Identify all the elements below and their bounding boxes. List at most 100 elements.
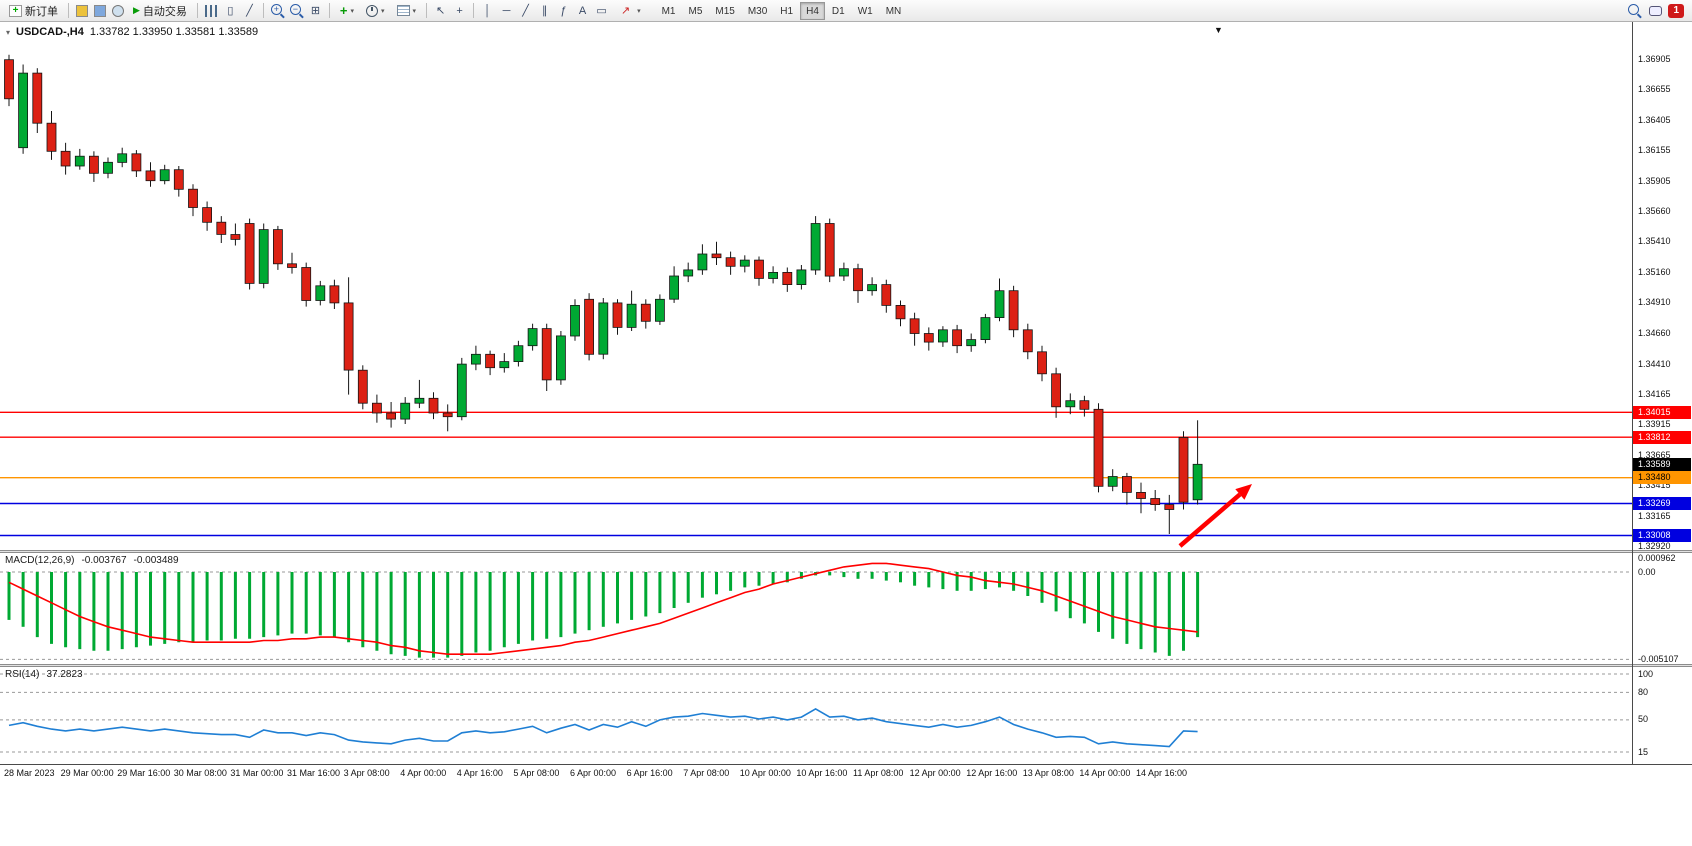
price-axis-label: 1.32920 <box>1638 540 1671 551</box>
time-axis-label: 14 Apr 16:00 <box>1136 768 1188 778</box>
time-axis-label: 5 Apr 08:00 <box>513 768 560 778</box>
macd-name: MACD(12,26,9) <box>5 555 75 566</box>
rsi-axis-label: 50 <box>1638 714 1649 725</box>
candle <box>541 328 552 381</box>
rsi-panel[interactable] <box>0 667 1632 764</box>
candle <box>909 318 920 334</box>
candle <box>598 302 609 355</box>
label-tool-icon[interactable]: ▭ <box>596 5 607 17</box>
line-chart-icon[interactable]: ╱ <box>246 5 253 17</box>
time-axis-label: 3 Apr 08:00 <box>343 768 390 778</box>
candle <box>386 412 397 420</box>
time-axis-label: 11 Apr 08:00 <box>853 768 904 778</box>
macd-panel[interactable] <box>0 553 1632 664</box>
navigator-icon[interactable] <box>112 4 124 17</box>
rsi-axis-label: 15 <box>1638 746 1649 757</box>
macd-label: MACD(12,26,9) -0.003767 -0.003489 <box>5 555 179 566</box>
data-window-icon[interactable] <box>94 4 106 17</box>
crosshair-icon[interactable]: + <box>456 4 463 17</box>
timeframe-mn[interactable]: MN <box>885 5 902 17</box>
horizontal-line-tool-icon[interactable]: ─ <box>502 4 511 17</box>
candle <box>159 169 170 182</box>
candle <box>1150 498 1161 505</box>
candle <box>527 328 538 347</box>
chevron-down-icon: ▾ <box>381 7 385 15</box>
shift-end-marker-icon[interactable]: ▼ <box>1214 25 1223 35</box>
trend-arrow-shaft[interactable] <box>1178 492 1242 548</box>
zoom-out-icon[interactable]: − <box>289 4 301 15</box>
rsi-line <box>8 707 1198 748</box>
symbol-period-label: USDCAD-,H4 <box>16 26 84 38</box>
macd-axis-label: 0.000962 <box>1638 553 1676 563</box>
candle <box>1022 329 1033 353</box>
notification-badge[interactable]: 1 <box>1668 3 1684 18</box>
candle <box>966 339 977 347</box>
timeframe-m1[interactable]: M1 <box>661 5 676 17</box>
symbol-dropdown-icon[interactable]: ▾ <box>6 27 11 37</box>
candle <box>18 72 29 149</box>
candle <box>230 234 241 240</box>
macd-axis-label: -0.005107 <box>1638 653 1679 664</box>
price-axis-label: 1.33665 <box>1638 449 1671 460</box>
templates-button[interactable]: ▾ <box>392 1 422 20</box>
time-axis-label: 31 Mar 00:00 <box>230 768 284 778</box>
time-axis-label: 14 Apr 00:00 <box>1079 768 1131 778</box>
timeframe-h1[interactable]: H1 <box>780 5 794 17</box>
price-axis-label: 1.35660 <box>1638 205 1671 216</box>
trendline-tool-icon[interactable]: ╱ <box>522 5 529 17</box>
rsi-axis-label: 100 <box>1638 668 1654 679</box>
chat-icon[interactable] <box>1649 5 1663 16</box>
candle <box>556 335 566 381</box>
time-axis[interactable]: 28 Mar 2023 29 Mar 00:00 29 Mar 16:00 30 Ma… <box>0 766 1632 780</box>
panel-splitter[interactable] <box>0 550 1692 553</box>
indicators-button[interactable]: + ▾ <box>335 1 359 20</box>
candle <box>1164 504 1175 510</box>
channel-tool-icon[interactable]: ∥ <box>541 5 548 17</box>
timeframe-m5[interactable]: M5 <box>688 5 703 17</box>
candle <box>173 169 184 190</box>
candle <box>470 353 481 365</box>
cursor-icon[interactable]: ↖ <box>435 5 446 17</box>
candle <box>697 253 708 271</box>
candle <box>1065 400 1076 408</box>
main-price-chart[interactable] <box>0 22 1632 550</box>
candle <box>216 221 227 235</box>
price-axis[interactable]: 1.36905 1.36655 1.36405 1.36155 1.35905 1.356… <box>1633 22 1692 564</box>
search-icon[interactable] <box>1628 4 1640 15</box>
periods-button[interactable]: ▾ <box>361 1 390 20</box>
price-tag: 1.33480 <box>1633 471 1691 485</box>
new-order-button[interactable]: + 新订单 <box>4 1 63 20</box>
play-icon: ▶ <box>133 5 140 15</box>
vertical-line-tool-icon[interactable]: │ <box>484 4 491 17</box>
timeframe-m30[interactable]: M30 <box>747 5 768 17</box>
candle <box>202 207 213 223</box>
candlestick-chart-icon[interactable]: ▯ <box>227 5 234 17</box>
candle <box>853 268 863 292</box>
fibonacci-tool-icon[interactable]: ƒ <box>560 4 567 17</box>
price-axis-label: 1.35410 <box>1638 236 1671 247</box>
timeframe-h4[interactable]: H4 <box>800 1 825 20</box>
candle <box>428 397 439 414</box>
macd-value-main: -0.003767 <box>81 555 127 566</box>
auto-trading-button[interactable]: ▶ 自动交易 <box>128 1 192 20</box>
text-tool-icon[interactable]: A <box>578 4 587 17</box>
zoom-in-icon[interactable]: + <box>270 4 282 15</box>
macd-axis[interactable]: 0.000962 0.00 -0.005107 <box>1633 553 1692 664</box>
tile-windows-icon[interactable]: ⊞ <box>310 5 321 17</box>
bar-chart-icon[interactable] <box>204 4 218 17</box>
price-axis-label: 1.36405 <box>1638 114 1671 125</box>
macd-axis-label: 0.00 <box>1638 566 1656 577</box>
template-icon <box>396 5 410 16</box>
rsi-axis[interactable]: 100 80 50 15 <box>1633 667 1692 764</box>
timeframe-m15[interactable]: M15 <box>715 5 735 17</box>
shapes-button[interactable]: ↗ ▾ <box>612 1 646 20</box>
candle <box>980 317 991 341</box>
market-watch-icon[interactable] <box>76 4 88 17</box>
candle <box>881 284 892 306</box>
new-order-label: 新订单 <box>25 5 58 18</box>
timeframe-d1[interactable]: D1 <box>831 5 845 17</box>
timeframe-w1[interactable]: W1 <box>857 5 873 17</box>
candle <box>272 229 283 265</box>
panel-splitter[interactable] <box>0 664 1692 667</box>
toolbar-separator <box>262 3 264 18</box>
